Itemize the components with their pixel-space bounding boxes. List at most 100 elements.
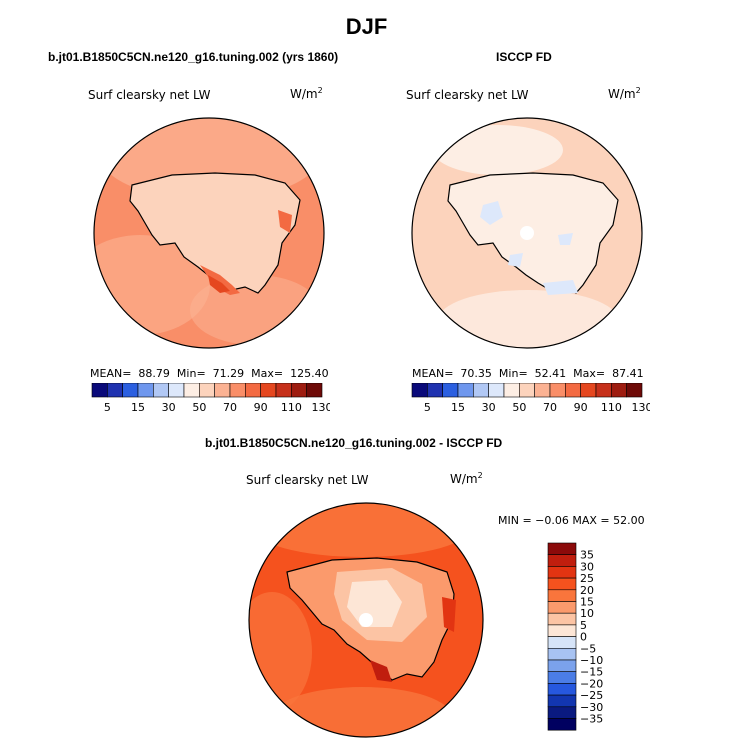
diff-colorbar-tick-label: 5 [580, 619, 587, 632]
diff-colorbar-swatch [547, 694, 577, 708]
obs-colorbar-tick-label: 5 [424, 401, 431, 414]
model-colorbar-tick-label: 130 [312, 401, 331, 414]
model-colorbar-swatch [214, 383, 231, 398]
diff-units-label: W/m2 [450, 471, 483, 486]
obs-colorbar-swatch [595, 383, 612, 398]
obs-colorbar-swatch [411, 383, 428, 398]
model-colorbar-swatch [137, 383, 154, 398]
diff-colorbar-tick-label: 0 [580, 631, 587, 644]
obs-light-patch-north [433, 125, 563, 175]
obs-colorbar-tick-label: 130 [632, 401, 651, 414]
model-coastal-hotspot [278, 210, 292, 233]
model-colorbar-tick-label: 110 [281, 401, 302, 414]
obs-min-patch-east [558, 233, 573, 245]
obs-colorbar-tick-label: 70 [543, 401, 557, 414]
diff-colorbar-swatch [547, 648, 577, 661]
diff-colorbar-tick-label: 20 [580, 584, 594, 597]
model-colorbar-swatch [229, 383, 246, 398]
diff-polar-map [248, 502, 484, 738]
model-colorbar-tick-label: 30 [162, 401, 176, 414]
diff-colorbar-tick-label: −25 [580, 689, 603, 702]
model-polar-map [93, 117, 325, 349]
diff-colorbar-swatch [547, 601, 577, 614]
obs-panel-title: ISCCP FD [496, 50, 552, 64]
diff-colorbar-tick-label: −15 [580, 666, 603, 679]
model-colorbar-tick-label: 15 [131, 401, 145, 414]
model-colorbar-swatch [260, 383, 277, 398]
model-colorbar-swatch [168, 383, 185, 398]
model-colorbar-swatch [291, 383, 307, 398]
diff-ross-max [370, 660, 392, 682]
diff-colorbar-tick-label: −10 [580, 654, 603, 667]
obs-min-patch-center [508, 253, 523, 267]
diff-interior-min [347, 580, 402, 627]
obs-light-patch-south [438, 290, 618, 348]
diff-map-border [248, 502, 484, 738]
model-antarctica [129, 172, 301, 294]
diff-colorbar-tick-label: 10 [580, 607, 594, 620]
model-colorbar-swatch [199, 383, 215, 398]
obs-colorbar-swatch [611, 383, 627, 398]
model-stats: MEAN= 88.79 Min= 71.29 Max= 125.40 [90, 367, 329, 380]
model-colorbar-tick-label: 50 [192, 401, 206, 414]
diff-colorbar-swatch [547, 566, 577, 579]
obs-map-border [411, 117, 643, 349]
obs-stats: MEAN= 70.35 Min= 52.41 Max= 87.41 [412, 367, 644, 380]
diff-colorbar-swatch [547, 624, 577, 637]
diff-colorbar-swatch [547, 542, 577, 555]
obs-colorbar-swatch [457, 383, 474, 398]
obs-colorbar-swatch [549, 383, 566, 398]
model-colorbar-swatch [153, 383, 169, 398]
model-colorbar: 5 15 30 50 70 90 110 130 [91, 383, 331, 414]
model-colorbar-swatch [183, 383, 200, 398]
model-colorbar-swatch [275, 383, 292, 398]
diff-colorbar-swatch [547, 671, 577, 684]
obs-colorbar-tick-label: 110 [601, 401, 622, 414]
obs-colorbar-tick-label: 15 [451, 401, 465, 414]
obs-colorbar-swatch [580, 383, 597, 398]
diff-colorbar-swatch [547, 636, 577, 649]
obs-colorbar-swatch [519, 383, 535, 398]
diff-colorbar-tick-label: 30 [580, 560, 594, 573]
diff-colorbar-swatch [547, 554, 577, 567]
obs-colorbar-swatch [565, 383, 581, 398]
diff-colorbar-swatch [547, 577, 577, 591]
diff-colorbar-tick-label: −30 [580, 701, 603, 714]
model-colorbar-swatch [245, 383, 261, 398]
diff-coastal-max [442, 597, 456, 632]
obs-colorbar-swatch [473, 383, 489, 398]
model-colorbar-tick-label: 70 [223, 401, 237, 414]
model-colorbar-swatch [107, 383, 123, 398]
obs-min-patch-south [543, 280, 578, 295]
obs-min-patch-west [480, 201, 503, 225]
model-colorbar-tick-label: 90 [254, 401, 268, 414]
obs-colorbar: 5 15 30 50 70 90 110 130 [411, 383, 651, 414]
diff-colorbar-tick-label: 15 [580, 596, 594, 609]
diff-colorbar-tick-label: −5 [580, 642, 596, 655]
diff-colorbar-swatch [547, 589, 577, 602]
model-panel-title: b.jt01.B1850C5CN.ne120_g16.tuning.002 (y… [48, 50, 339, 64]
model-units-label: W/m2 [290, 86, 323, 101]
diff-panel-title: b.jt01.B1850C5CN.ne120_g16.tuning.002 - … [205, 436, 503, 450]
diff-colorbar-tick-label: 25 [580, 572, 594, 585]
obs-colorbar-tick-label: 90 [574, 401, 588, 414]
model-colorbar-swatch [122, 383, 139, 398]
model-colorbar-swatch [91, 383, 108, 398]
diff-stats: MIN = −0.06 MAX = 52.00 [498, 514, 645, 527]
model-ross-hotspot [200, 265, 240, 295]
diff-colorbar-swatch [547, 612, 577, 626]
obs-colorbar-swatch [442, 383, 459, 398]
obs-colorbar-swatch [503, 383, 520, 398]
model-variable-label: Surf clearsky net LW [88, 88, 211, 102]
diff-colorbar-tick-label: 35 [580, 549, 594, 562]
obs-pole-hole [520, 226, 534, 240]
obs-polar-map [411, 117, 643, 349]
obs-colorbar-tick-label: 50 [512, 401, 526, 414]
diff-variable-label: Surf clearsky net LW [246, 473, 369, 487]
diff-pole-hole [359, 613, 373, 627]
model-ross-max [208, 275, 230, 293]
diff-colorbar-tick-label: −20 [580, 677, 603, 690]
obs-colorbar-tick-label: 30 [482, 401, 496, 414]
obs-colorbar-swatch [534, 383, 551, 398]
